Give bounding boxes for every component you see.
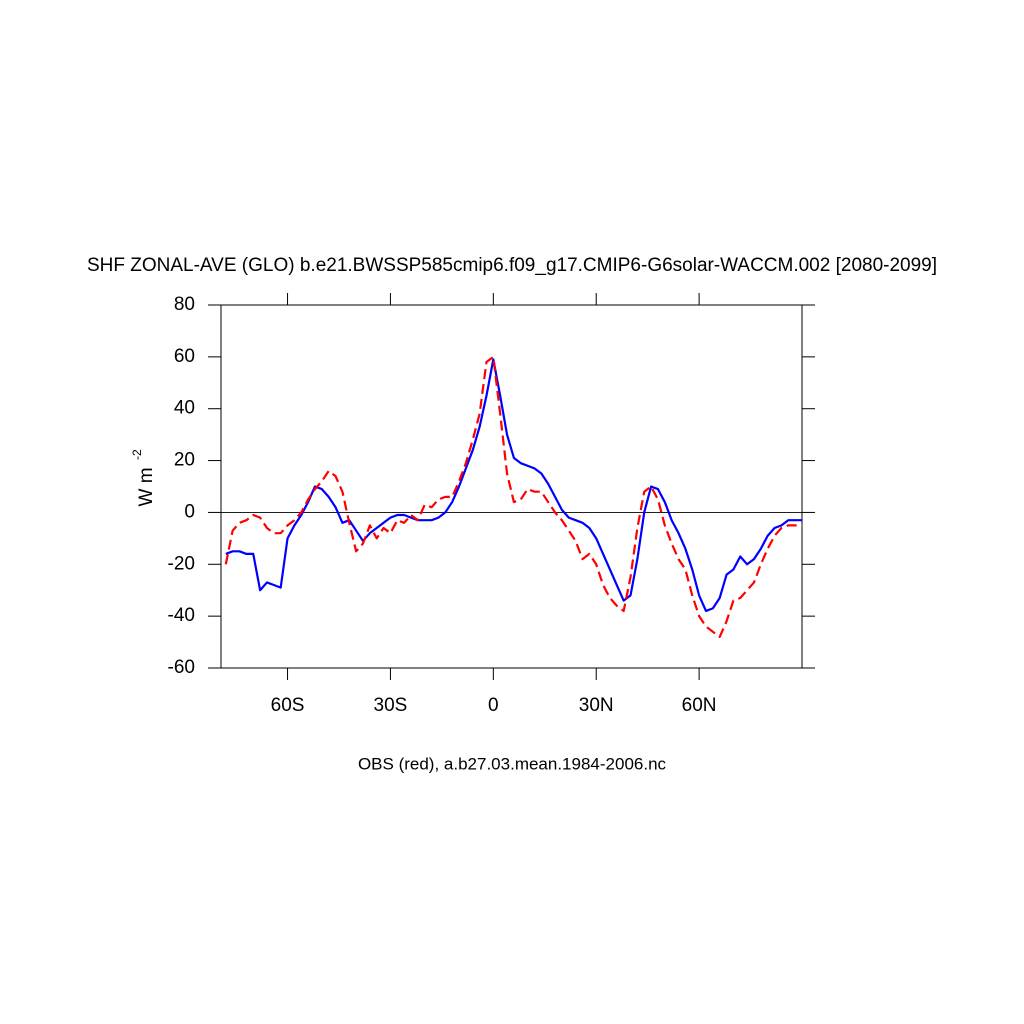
x-tick-label: 60N [682, 695, 717, 716]
x-tick-label: 60S [271, 695, 305, 716]
x-tick-label: 30S [374, 695, 408, 716]
y-tick-label: 0 [184, 501, 195, 522]
y-tick-label: 20 [174, 450, 195, 471]
series-line [224, 355, 802, 638]
series-line [225, 358, 802, 613]
y-axis-label-group: W m -2 [130, 449, 157, 507]
x-tick-label: 30N [579, 695, 614, 716]
x-tick-label: 0 [488, 695, 499, 716]
x-axis-label: OBS (red), a.b27.03.mean.1984-2006.nc [358, 754, 667, 773]
y-tick-label: -60 [168, 657, 195, 678]
y-tick-label: 60 [174, 346, 195, 367]
y-tick-label: -40 [168, 605, 195, 626]
y-axis-label: W m [136, 467, 157, 506]
y-tick-label: 80 [174, 294, 195, 315]
y-tick-label: -20 [168, 553, 195, 574]
y-tick-label: 40 [174, 398, 195, 419]
chart-title: SHF ZONAL-AVE (GLO) b.e21.BWSSP585cmip6.… [87, 255, 937, 276]
y-axis-label-sup: -2 [130, 449, 144, 460]
plot-frame [220, 304, 803, 669]
